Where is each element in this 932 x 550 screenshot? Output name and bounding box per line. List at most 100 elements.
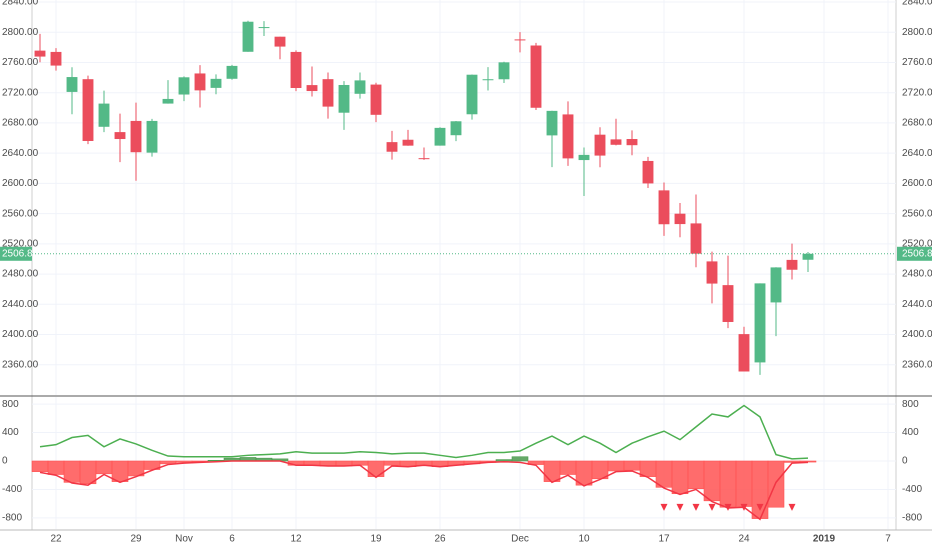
candle-body: [178, 77, 190, 95]
y-tick-label-right: 2600.00: [902, 178, 932, 189]
histogram-bar: [623, 460, 641, 471]
histogram-bar: [719, 460, 737, 508]
x-tick-label: 10: [578, 534, 590, 545]
y-tick-label-right: 2840.00: [902, 0, 932, 8]
y-tick-label-left: 0: [2, 456, 8, 467]
y-tick-label-right: 0: [902, 456, 908, 467]
y-tick-label-left: 2840.00: [2, 0, 39, 8]
candle-body: [274, 36, 286, 47]
y-tick-label-left: 2680.00: [2, 118, 39, 129]
y-tick-label-right: 800: [902, 399, 919, 410]
x-tick-label: Nov: [175, 534, 193, 545]
candle-body: [98, 103, 110, 127]
candle-body: [786, 259, 798, 270]
candle-body: [194, 73, 206, 91]
last-price-label-left: 2506.85: [2, 248, 39, 259]
x-tick-label: 26: [434, 534, 446, 545]
indicator-line: [39, 460, 809, 521]
histogram-bar: [687, 460, 705, 490]
candle-body: [226, 65, 238, 79]
histogram-bar: [703, 460, 721, 502]
y-tick-label-left: 2560.00: [2, 208, 39, 219]
x-tick-label: 22: [50, 534, 62, 545]
y-tick-label-left: 2440.00: [2, 299, 39, 310]
histogram-bar: [383, 460, 401, 466]
candle-body: [770, 267, 782, 303]
candle-body: [690, 223, 702, 254]
candle-body: [610, 139, 622, 145]
y-tick-label-left: 2640.00: [2, 148, 39, 159]
candle-body: [402, 139, 414, 146]
indicator-line: [39, 404, 809, 460]
candle-body: [482, 79, 494, 81]
candle-body: [82, 79, 94, 141]
candle-body: [626, 139, 638, 146]
y-tick-label-left: 2480.00: [2, 269, 39, 280]
y-tick-label-left: 2520.00: [2, 238, 39, 249]
y-tick-label-left: 2720.00: [2, 87, 39, 98]
candle-body: [594, 134, 606, 156]
candle-body: [34, 50, 46, 57]
candle-body: [146, 120, 158, 153]
candle-body: [658, 190, 670, 225]
histogram-bar: [367, 460, 385, 477]
histogram-bar: [111, 460, 129, 482]
histogram-bar: [559, 460, 577, 475]
y-tick-label-left: 2400.00: [2, 329, 39, 340]
x-tick-label: Dec: [511, 534, 529, 545]
y-tick-label-left: 2800.00: [2, 27, 39, 38]
x-tick-label: 24: [738, 534, 750, 545]
candle-body: [674, 213, 686, 225]
y-tick-label-left: -400: [2, 484, 22, 495]
candle-body: [242, 21, 254, 52]
candle-body: [562, 114, 574, 159]
candle-body: [162, 98, 174, 104]
candle-body: [210, 78, 222, 88]
candle-body: [130, 120, 142, 153]
x-tick-label: 2019: [813, 534, 836, 545]
candle-body: [290, 51, 302, 88]
y-tick-label-right: 2400.00: [902, 329, 932, 340]
candle-body: [642, 160, 654, 184]
candle-body: [802, 253, 814, 260]
candle-body: [514, 39, 526, 41]
y-tick-label-right: 400: [902, 427, 919, 438]
histogram-bar: [495, 459, 513, 462]
histogram-bar: [671, 460, 689, 495]
candle-body: [338, 84, 350, 113]
candle-body: [738, 334, 750, 372]
candle-body: [370, 84, 382, 115]
candle-body: [498, 62, 510, 80]
y-tick-label-right: 2480.00: [902, 269, 932, 280]
histogram-bar: [543, 460, 561, 482]
candle-body: [306, 85, 318, 92]
x-tick-label: 7: [885, 534, 891, 545]
y-tick-label-right: -800: [902, 513, 922, 524]
y-tick-label-right: 2640.00: [902, 148, 932, 159]
histogram-bar: [79, 460, 97, 485]
y-tick-label-left: 2600.00: [2, 178, 39, 189]
y-tick-label-right: 2800.00: [902, 27, 932, 38]
histogram-bar: [639, 460, 657, 477]
y-tick-label-right: 2440.00: [902, 299, 932, 310]
signal-marker: [788, 503, 796, 511]
y-tick-label-right: 2560.00: [902, 208, 932, 219]
y-tick-label-right: 2520.00: [902, 238, 932, 249]
signal-marker: [660, 503, 668, 511]
x-tick-label: 19: [370, 534, 382, 545]
last-price-label-right: 2506.85: [902, 248, 932, 259]
y-tick-label-left: 400: [2, 427, 19, 438]
signal-marker: [724, 503, 732, 511]
histogram-bar: [47, 460, 65, 475]
y-tick-label-right: 2360.00: [902, 359, 932, 370]
y-tick-label-left: -800: [2, 513, 22, 524]
signal-marker: [756, 503, 764, 511]
x-tick-label: 6: [229, 534, 235, 545]
y-tick-label-right: 2680.00: [902, 118, 932, 129]
histogram-bar: [735, 460, 753, 507]
candle-body: [706, 261, 718, 284]
signal-marker: [708, 503, 716, 511]
candle-body: [530, 45, 542, 108]
